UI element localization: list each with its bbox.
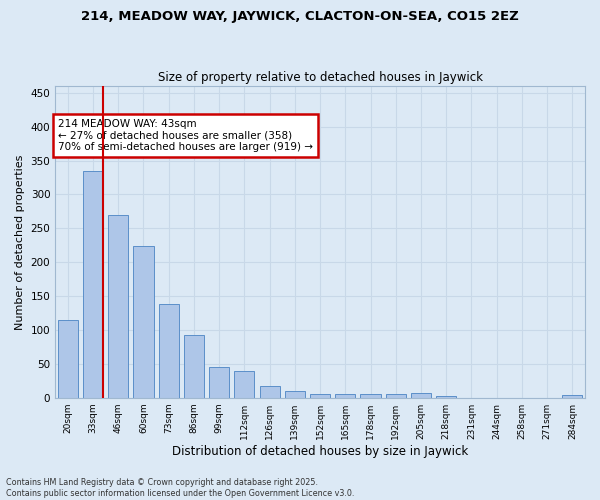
- Bar: [133, 246, 154, 398]
- Bar: [209, 366, 229, 398]
- Bar: [58, 320, 78, 398]
- Bar: [285, 391, 305, 398]
- Bar: [108, 215, 128, 398]
- Bar: [335, 394, 355, 398]
- Bar: [386, 394, 406, 398]
- Bar: [411, 393, 431, 398]
- Bar: [562, 395, 583, 398]
- Bar: [83, 170, 103, 398]
- Bar: [158, 304, 179, 398]
- Bar: [436, 396, 457, 398]
- Text: 214 MEADOW WAY: 43sqm
← 27% of detached houses are smaller (358)
70% of semi-det: 214 MEADOW WAY: 43sqm ← 27% of detached …: [58, 119, 313, 152]
- Bar: [310, 394, 330, 398]
- X-axis label: Distribution of detached houses by size in Jaywick: Distribution of detached houses by size …: [172, 444, 468, 458]
- Bar: [235, 370, 254, 398]
- Text: Contains HM Land Registry data © Crown copyright and database right 2025.
Contai: Contains HM Land Registry data © Crown c…: [6, 478, 355, 498]
- Bar: [184, 334, 204, 398]
- Text: 214, MEADOW WAY, JAYWICK, CLACTON-ON-SEA, CO15 2EZ: 214, MEADOW WAY, JAYWICK, CLACTON-ON-SEA…: [81, 10, 519, 23]
- Y-axis label: Number of detached properties: Number of detached properties: [15, 154, 25, 330]
- Bar: [361, 394, 380, 398]
- Bar: [260, 386, 280, 398]
- Title: Size of property relative to detached houses in Jaywick: Size of property relative to detached ho…: [158, 70, 482, 84]
